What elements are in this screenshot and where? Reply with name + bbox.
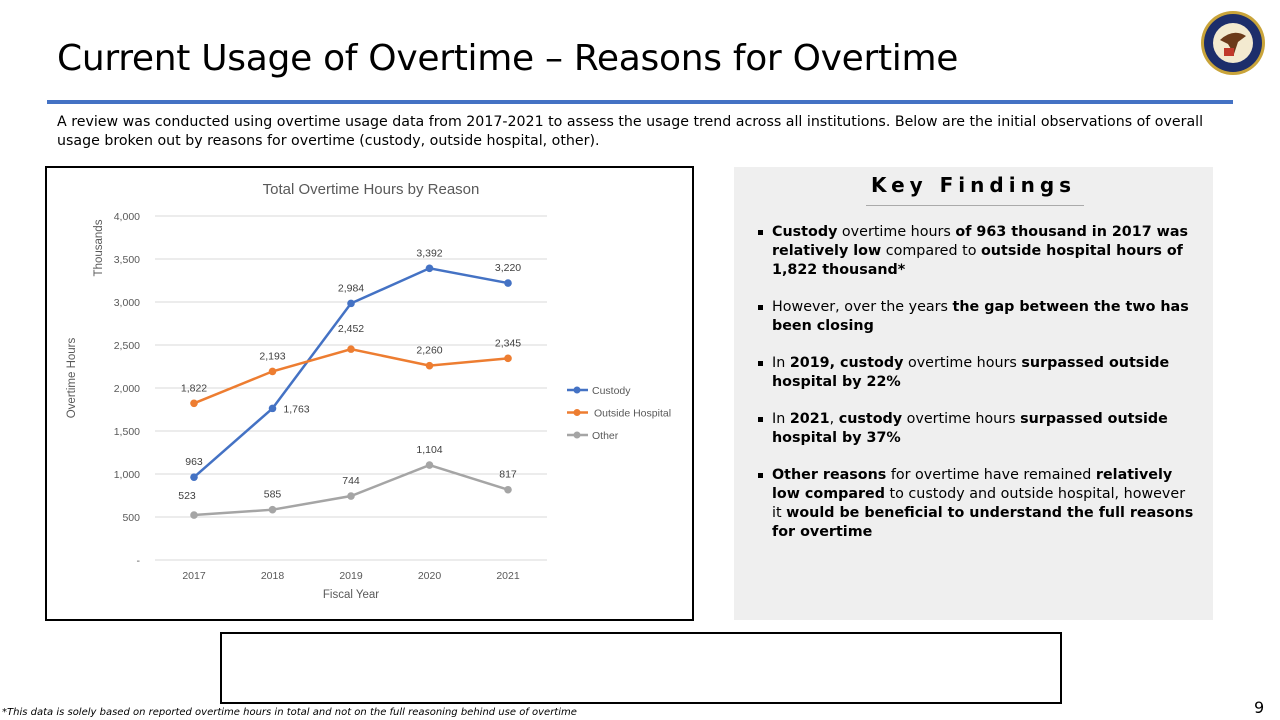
finding-text: overtime hours	[902, 411, 1021, 427]
finding-text: compared to	[881, 243, 981, 259]
findings-list: Custody overtime hours of 963 thousand i…	[756, 223, 1196, 560]
data-label: 2,193	[259, 350, 285, 362]
y-tick-label: 3,000	[114, 297, 140, 309]
x-tick-label: 2021	[496, 570, 520, 582]
y-tick-label: 2,000	[114, 383, 140, 395]
y-tick-label: 3,500	[114, 254, 140, 266]
data-point	[425, 264, 434, 273]
page-title: Current Usage of Overtime – Reasons for …	[57, 38, 959, 79]
key-findings-title: Key Findings	[870, 173, 1077, 197]
data-label: 817	[499, 469, 517, 481]
legend-marker	[573, 386, 581, 394]
data-label: 2,984	[338, 282, 364, 294]
legend-label: Custody	[592, 385, 631, 397]
y-tick-label: -	[137, 555, 141, 567]
data-label: 2,260	[416, 345, 442, 357]
data-point	[504, 485, 512, 494]
y-tick-label: 1,500	[114, 426, 140, 438]
finding-text: the gap between the two has been closing	[772, 299, 1189, 334]
y-tick-label: 1,000	[114, 469, 140, 481]
finding-text: custody	[838, 411, 903, 427]
data-label: 3,392	[416, 247, 442, 259]
empty-text-box	[220, 632, 1062, 704]
page-number: 9	[1254, 698, 1265, 717]
y-tick-label: 2,500	[114, 340, 140, 352]
data-label: 1,763	[283, 403, 309, 415]
finding-text: surpassed outside hospital by 37%	[772, 411, 1168, 446]
data-point	[190, 473, 198, 481]
finding-text: 2021	[789, 411, 830, 427]
x-tick-label: 2017	[182, 570, 206, 582]
x-axis-label: Fiscal Year	[323, 589, 379, 601]
finding-text: overtime hours	[903, 355, 1022, 371]
finding-text: overtime hours	[837, 224, 956, 240]
legend-label: Outside Hospital	[594, 408, 671, 420]
x-tick-label: 2018	[261, 570, 285, 582]
y-unit-label: Thousands	[93, 219, 105, 276]
data-point	[268, 367, 277, 376]
finding-item: In 2019, custody overtime hours surpasse…	[756, 354, 1196, 392]
finding-text: In	[772, 411, 790, 427]
data-point	[504, 279, 512, 287]
finding-item: In 2021, custody overtime hours surpasse…	[756, 410, 1196, 448]
finding-text: 2019, custody	[789, 355, 904, 371]
finding-text: In	[772, 355, 790, 371]
data-label: 2,452	[338, 323, 364, 335]
y-axis-label: Overtime Hours	[66, 337, 78, 418]
finding-text: However, over the years	[772, 299, 953, 315]
data-point	[425, 461, 434, 469]
finding-text: ,	[829, 411, 839, 427]
y-tick-label: 4,000	[114, 211, 140, 223]
finding-text: would be beneficial to understand the fu…	[772, 505, 1194, 540]
data-point	[347, 345, 355, 353]
data-point	[190, 511, 198, 519]
data-label: 1,822	[181, 382, 207, 394]
title-divider	[47, 100, 1233, 104]
title-underline	[866, 205, 1084, 206]
data-label: 2,345	[495, 337, 521, 349]
legend-marker	[573, 409, 581, 416]
x-tick-label: 2019	[339, 570, 363, 582]
data-point	[347, 492, 355, 500]
chart-container: Total Overtime Hours by Reason - 500 1,000 1…	[45, 166, 694, 621]
data-label: 963	[185, 456, 203, 468]
data-point	[268, 505, 277, 514]
data-point	[190, 399, 198, 408]
data-label: 3,220	[495, 262, 521, 274]
data-point	[347, 299, 355, 308]
series-line-outside-hospital	[193, 347, 509, 405]
finding-text: Custody	[772, 224, 838, 240]
x-tick-label: 2020	[418, 570, 442, 582]
footnote: *This data is solely based on reported o…	[2, 707, 577, 718]
finding-item: Custody overtime hours of 963 thousand i…	[756, 223, 1196, 280]
data-label: 523	[178, 490, 196, 502]
finding-text: Other reasons	[772, 467, 887, 483]
legend-label: Other	[592, 430, 619, 442]
data-label: 585	[264, 489, 282, 501]
key-findings-panel: Key Findings Custody overtime hours of 9…	[734, 167, 1213, 620]
finding-item: However, over the years the gap between …	[756, 298, 1196, 336]
series-line-other	[193, 463, 509, 517]
intro-text: A review was conducted using overtime us…	[57, 114, 1204, 149]
finding-text: outside hospital hours of 1,822 thousand…	[772, 243, 1183, 278]
finding-text: for overtime have remained	[886, 467, 1096, 483]
line-chart: Total Overtime Hours by Reason - 500 1,000 1…	[66, 181, 671, 601]
finding-item: Other reasons for overtime have remained…	[756, 466, 1196, 542]
y-tick-label: 500	[122, 512, 140, 524]
finding-text: to custody and outside hospital, however…	[772, 486, 1186, 521]
data-label: 1,104	[416, 444, 442, 456]
chart-title: Total Overtime Hours by Reason	[263, 181, 480, 198]
data-point	[504, 354, 512, 363]
data-label: 744	[342, 475, 360, 487]
data-point	[425, 361, 434, 370]
finding-text: surpassed outside hospital by 22%	[772, 355, 1170, 390]
finding-text: relatively low compared	[772, 467, 1173, 502]
finding-text: of 963 thousand in 2017 was relatively l…	[772, 224, 1188, 259]
doj-seal-logo	[1201, 11, 1265, 75]
legend-marker	[573, 431, 581, 439]
data-point	[268, 404, 277, 413]
